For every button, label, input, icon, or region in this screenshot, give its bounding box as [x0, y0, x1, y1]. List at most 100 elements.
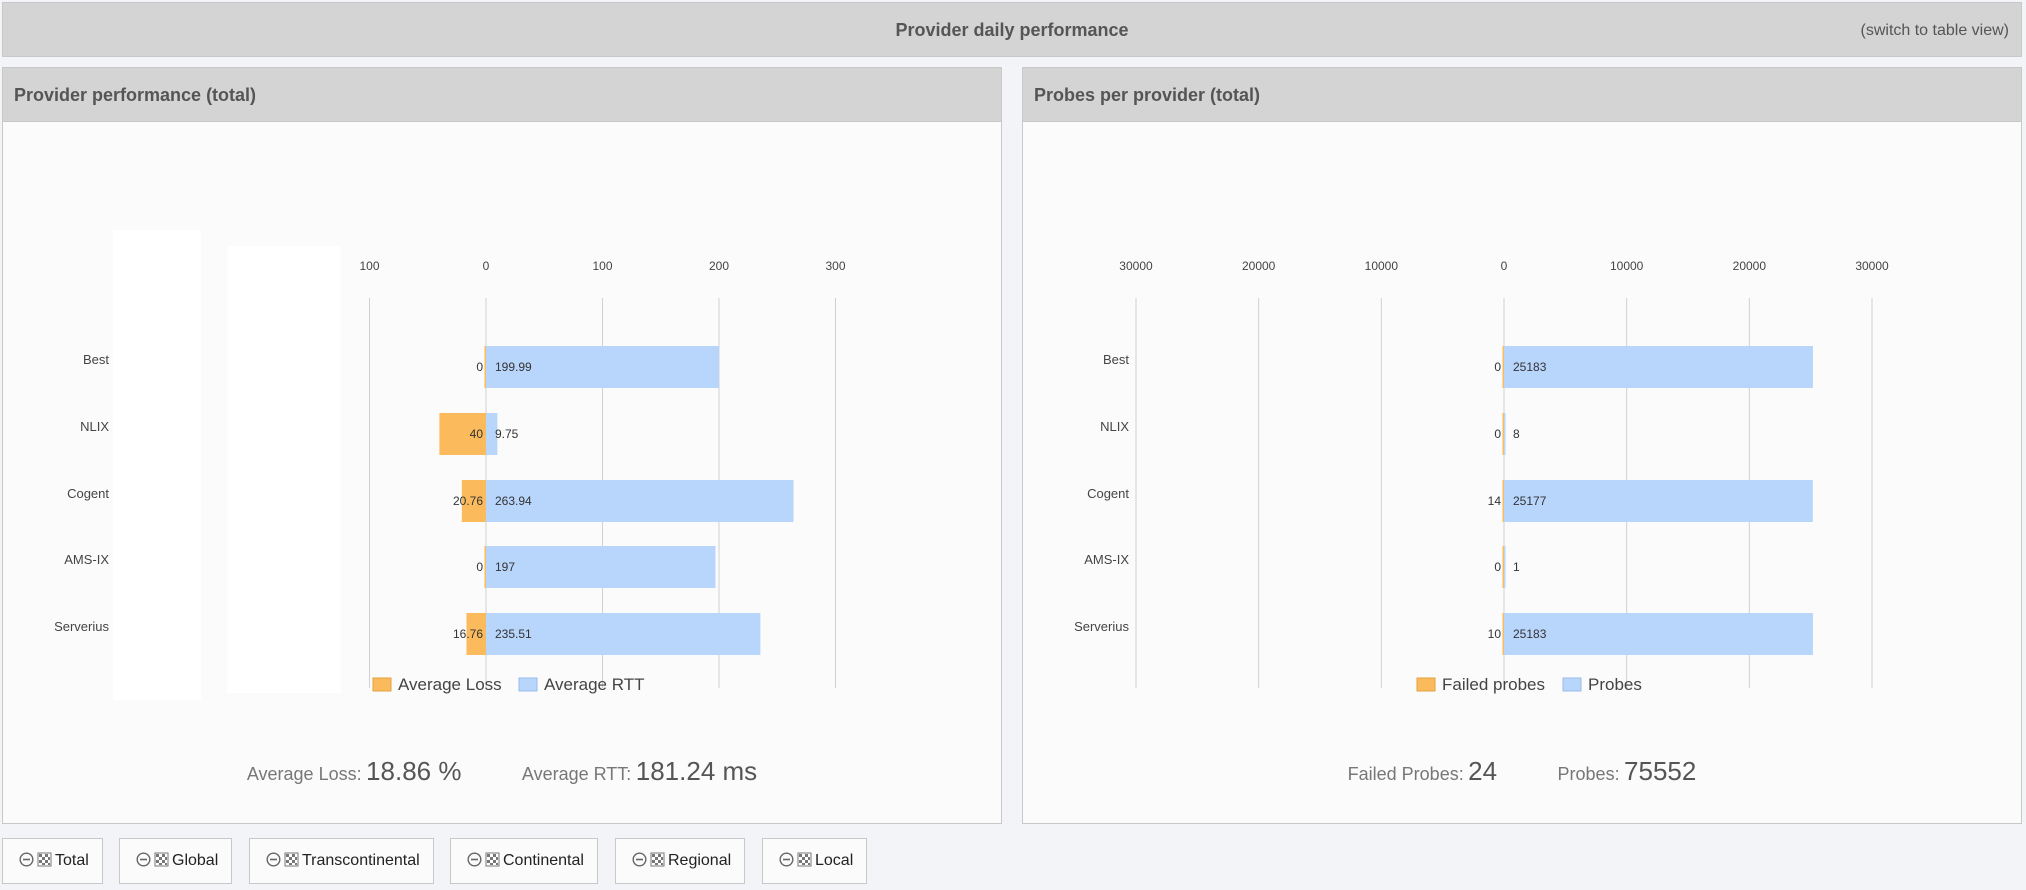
minus-circle-icon [632, 852, 647, 867]
bar-average-rtt-nlix[interactable] [486, 413, 498, 455]
switch-to-table-view-link[interactable]: (switch to table view) [1860, 22, 2010, 39]
probes-per-provider-chart: 0 10000 20000 30000 30000 20000 10000 Best 0 2518… [1074, 259, 1889, 694]
checkered-icon [37, 852, 52, 867]
bar-average-rtt-best[interactable] [486, 346, 719, 388]
legend-item-average-rtt[interactable]: Average RTT [518, 675, 644, 694]
data-label: 263.94 [495, 494, 532, 508]
blank-column [113, 230, 201, 700]
category-label-ams-ix: AMS-IX [1084, 552, 1129, 567]
stat-value: 18.86 % [366, 756, 462, 786]
data-label: 25183 [1513, 627, 1547, 641]
tab-global[interactable]: Global [119, 838, 233, 884]
bar-average-rtt-ams-ix[interactable] [486, 546, 716, 588]
bar-average-loss-nlix[interactable] [439, 413, 486, 455]
tab-label: Local [815, 852, 854, 869]
probes-per-provider-panel: Probes per provider (total) 0 10000 20000 3… [1022, 67, 2022, 824]
data-label: 40 [470, 427, 484, 441]
panel-title: Provider performance (total) [3, 68, 1001, 122]
stat-label: Probes: [1557, 764, 1620, 784]
stat-label: Failed Probes: [1347, 764, 1464, 784]
x-tick-label: 20000 [1242, 259, 1276, 273]
page-title: Provider daily performance [895, 20, 1129, 40]
data-label: 8 [1513, 427, 1520, 441]
probes-summary: Failed Probes: 24 Probes: 75552 [1023, 756, 2021, 787]
bar-average-rtt-serverius[interactable] [486, 613, 761, 655]
category-label-best: Best [83, 352, 109, 367]
stat-value: 181.24 ms [635, 756, 758, 786]
stat-value: 24 [1468, 756, 1498, 786]
blank-column [227, 246, 341, 693]
tab-local[interactable]: Local [762, 838, 868, 884]
x-tick-label: 30000 [1119, 259, 1153, 273]
provider-performance-panel: Provider performance (total) 0 100 200 300 1… [2, 67, 1002, 824]
performance-summary: Average Loss: 18.86 % Average RTT: 181.2… [3, 756, 1001, 787]
data-label: 0 [1494, 360, 1501, 374]
legend-item-probes[interactable]: Probes [1562, 675, 1642, 694]
bar-probes-serverius[interactable] [1504, 613, 1813, 655]
x-tick-label: 300 [825, 259, 845, 273]
bar-average-loss-best[interactable] [484, 346, 487, 388]
tab-transcontinental[interactable]: Transcontinental [249, 838, 434, 884]
bar-probes-ams-ix[interactable] [1504, 546, 1506, 588]
data-label: 0 [1494, 560, 1501, 574]
checkered-icon [154, 852, 169, 867]
legend-item-failed-probes[interactable]: Failed probes [1416, 675, 1545, 694]
category-label-serverius: Serverius [54, 619, 109, 634]
data-label: 20.76 [453, 494, 483, 508]
x-tick-label: 10000 [1610, 259, 1644, 273]
bar-average-loss-serverius[interactable] [466, 613, 486, 655]
checkered-icon [485, 852, 500, 867]
failed-probes-stat: Failed Probes: 24 [1348, 756, 1497, 787]
x-tick-label: 30000 [1855, 259, 1889, 273]
tab-label: Continental [503, 852, 584, 869]
bar-failed-probes-ams-ix[interactable] [1502, 546, 1505, 588]
category-label-nlix: NLIX [1100, 419, 1129, 434]
data-label: 235.51 [495, 627, 532, 641]
bar-failed-probes-nlix[interactable] [1502, 413, 1505, 455]
category-label-best: Best [1103, 352, 1129, 367]
tab-regional[interactable]: Regional [615, 838, 746, 884]
tab-label: Total [55, 852, 89, 869]
minus-circle-icon [779, 852, 794, 867]
x-tick-label: 10000 [1365, 259, 1399, 273]
tab-label: Transcontinental [302, 852, 420, 869]
data-label: 0 [1494, 427, 1501, 441]
tab-label: Regional [668, 852, 732, 869]
bar-failed-probes-best[interactable] [1502, 346, 1505, 388]
probes-stat: Probes: 75552 [1558, 756, 1697, 787]
legend-item-average-loss[interactable]: Average Loss [372, 675, 502, 694]
x-tick-label: 200 [709, 259, 729, 273]
minus-circle-icon [19, 852, 34, 867]
average-loss-stat: Average Loss: 18.86 % [247, 756, 462, 787]
legend-label: Average RTT [544, 675, 644, 694]
bar-probes-nlix[interactable] [1504, 413, 1506, 455]
data-label: 10 [1488, 627, 1502, 641]
tab-continental[interactable]: Continental [450, 838, 598, 884]
category-label-ams-ix: AMS-IX [64, 552, 109, 567]
legend-swatch [372, 677, 392, 692]
bar-failed-probes-serverius[interactable] [1502, 613, 1505, 655]
category-label-cogent: Cogent [1087, 486, 1129, 501]
x-tick-label: 100 [592, 259, 612, 273]
bar-average-loss-cogent[interactable] [461, 480, 486, 522]
tab-total[interactable]: Total [2, 838, 103, 884]
category-label-cogent: Cogent [67, 486, 109, 501]
tab-label: Global [172, 852, 219, 869]
data-label: 16.76 [453, 627, 483, 641]
x-tick-label: 100 [359, 259, 379, 273]
checkered-icon [797, 852, 812, 867]
x-tick-label: 0 [1501, 259, 1508, 273]
data-label: 9.75 [495, 427, 519, 441]
minus-circle-icon [467, 852, 482, 867]
x-tick-label: 20000 [1733, 259, 1767, 273]
data-label: 25183 [1513, 360, 1547, 374]
bar-average-loss-ams-ix[interactable] [484, 546, 487, 588]
bar-probes-cogent[interactable] [1504, 480, 1813, 522]
minus-circle-icon [136, 852, 151, 867]
stat-label: Average Loss: [246, 764, 362, 784]
bar-failed-probes-cogent[interactable] [1502, 480, 1505, 522]
legend-label: Failed probes [1442, 675, 1545, 694]
bar-probes-best[interactable] [1504, 346, 1813, 388]
category-label-nlix: NLIX [80, 419, 109, 434]
bar-average-rtt-cogent[interactable] [486, 480, 794, 522]
